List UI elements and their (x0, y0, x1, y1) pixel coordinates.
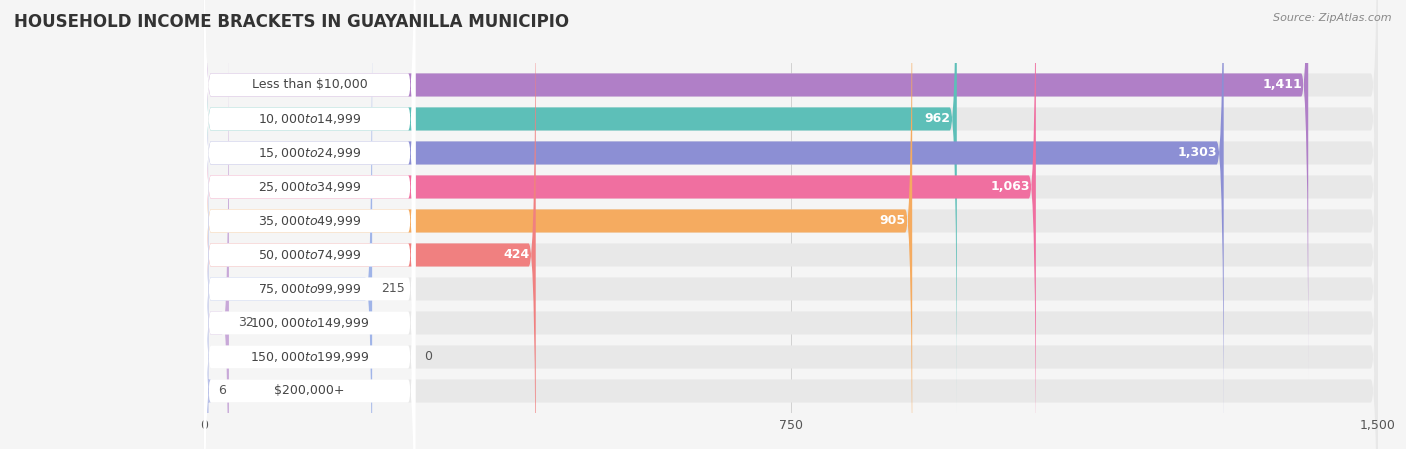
FancyBboxPatch shape (204, 0, 415, 379)
Text: 0: 0 (425, 351, 433, 364)
FancyBboxPatch shape (204, 0, 415, 449)
FancyBboxPatch shape (204, 0, 1378, 449)
Text: Less than $10,000: Less than $10,000 (252, 79, 367, 92)
FancyBboxPatch shape (201, 97, 211, 449)
FancyBboxPatch shape (204, 29, 415, 449)
FancyBboxPatch shape (204, 97, 1378, 449)
Text: $100,000 to $149,999: $100,000 to $149,999 (250, 316, 370, 330)
FancyBboxPatch shape (204, 0, 536, 449)
Text: 1,411: 1,411 (1263, 79, 1302, 92)
Text: Source: ZipAtlas.com: Source: ZipAtlas.com (1274, 13, 1392, 23)
FancyBboxPatch shape (204, 62, 1378, 449)
FancyBboxPatch shape (204, 29, 1378, 449)
FancyBboxPatch shape (204, 0, 912, 449)
FancyBboxPatch shape (204, 0, 1378, 379)
FancyBboxPatch shape (204, 0, 373, 449)
Text: 905: 905 (880, 215, 905, 228)
FancyBboxPatch shape (204, 0, 415, 414)
Text: 1,303: 1,303 (1178, 146, 1218, 159)
Text: $200,000+: $200,000+ (274, 384, 344, 397)
FancyBboxPatch shape (204, 62, 415, 449)
FancyBboxPatch shape (204, 0, 415, 447)
Text: $150,000 to $199,999: $150,000 to $199,999 (250, 350, 370, 364)
FancyBboxPatch shape (204, 0, 1036, 449)
Text: 1,063: 1,063 (990, 180, 1029, 194)
Text: $35,000 to $49,999: $35,000 to $49,999 (257, 214, 361, 228)
Text: $15,000 to $24,999: $15,000 to $24,999 (257, 146, 361, 160)
Text: $50,000 to $74,999: $50,000 to $74,999 (257, 248, 361, 262)
Text: 424: 424 (503, 248, 530, 261)
Text: 32: 32 (238, 317, 254, 330)
FancyBboxPatch shape (204, 0, 1378, 449)
Text: 962: 962 (925, 112, 950, 125)
FancyBboxPatch shape (204, 0, 415, 449)
Text: 215: 215 (381, 282, 405, 295)
FancyBboxPatch shape (204, 0, 1378, 414)
Text: HOUSEHOLD INCOME BRACKETS IN GUAYANILLA MUNICIPIO: HOUSEHOLD INCOME BRACKETS IN GUAYANILLA … (14, 13, 569, 31)
FancyBboxPatch shape (204, 29, 229, 449)
Text: 6: 6 (218, 384, 226, 397)
FancyBboxPatch shape (204, 0, 415, 449)
Text: $25,000 to $34,999: $25,000 to $34,999 (257, 180, 361, 194)
FancyBboxPatch shape (204, 0, 415, 449)
FancyBboxPatch shape (204, 0, 957, 414)
FancyBboxPatch shape (204, 0, 1308, 379)
FancyBboxPatch shape (204, 0, 1378, 449)
FancyBboxPatch shape (204, 97, 415, 449)
FancyBboxPatch shape (204, 0, 1378, 447)
Text: $10,000 to $14,999: $10,000 to $14,999 (257, 112, 361, 126)
Text: $75,000 to $99,999: $75,000 to $99,999 (257, 282, 361, 296)
FancyBboxPatch shape (204, 0, 1378, 449)
FancyBboxPatch shape (204, 0, 1223, 447)
